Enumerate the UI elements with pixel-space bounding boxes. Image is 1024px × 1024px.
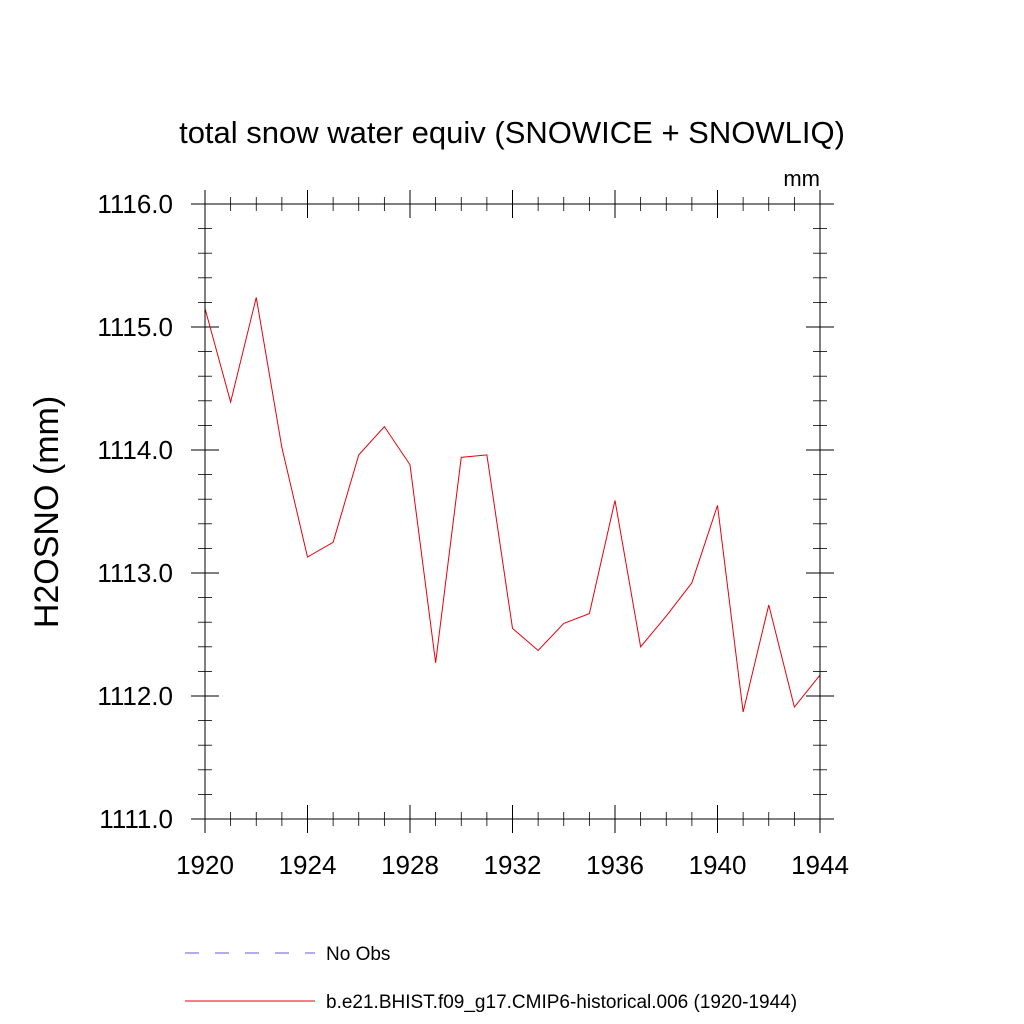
x-tick-label: 1924 bbox=[279, 850, 337, 880]
x-tick-label: 1928 bbox=[381, 850, 439, 880]
y-axis-label: H2OSNO (mm) bbox=[28, 396, 66, 628]
series-line bbox=[204, 297, 821, 713]
y-tick-label: 1113.0 bbox=[97, 558, 173, 588]
x-tick-label: 1920 bbox=[176, 850, 234, 880]
plot-frame bbox=[204, 203, 821, 820]
legend: No Obs b.e21.BHIST.f09_g17.CMIP6-histori… bbox=[185, 944, 797, 1013]
series-layer bbox=[204, 297, 821, 713]
x-tick-label: 1944 bbox=[791, 850, 849, 880]
chart-title: total snow water equiv (SNOWICE + SNOWLI… bbox=[179, 115, 845, 150]
y-tick-label: 1115.0 bbox=[97, 312, 173, 342]
legend-label-no-obs: No Obs bbox=[326, 944, 390, 965]
y-tick-label: 1116.0 bbox=[97, 189, 173, 219]
tick-labels: 1920 1924 1928 1932 1936 1940 1944 1111.0 1112.0… bbox=[97, 189, 849, 880]
x-tick-label: 1940 bbox=[689, 850, 747, 880]
y-tick-label: 1114.0 bbox=[97, 435, 173, 465]
axis-ticks bbox=[191, 190, 834, 833]
units-label: mm bbox=[783, 166, 820, 191]
legend-label-historical: b.e21.BHIST.f09_g17.CMIP6-historical.006… bbox=[326, 992, 797, 1013]
x-tick-label: 1932 bbox=[484, 850, 542, 880]
y-tick-label: 1112.0 bbox=[97, 681, 173, 711]
x-tick-label: 1936 bbox=[586, 850, 644, 880]
y-tick-label: 1111.0 bbox=[99, 804, 173, 834]
